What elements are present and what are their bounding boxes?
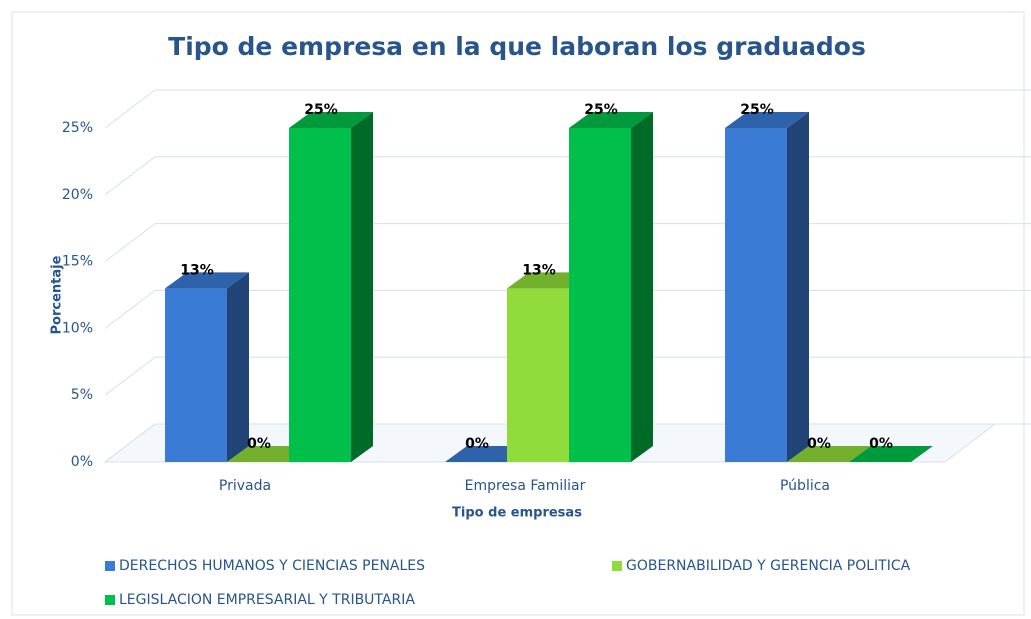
x-tick-label: Pública	[780, 478, 830, 494]
bar-face	[725, 112, 809, 128]
y-tick-label: 10%	[62, 320, 93, 336]
legend-label: LEGISLACION EMPRESARIAL Y TRIBUTARIA	[119, 592, 415, 608]
bar	[787, 446, 871, 462]
legend-swatch	[105, 595, 115, 605]
bar-face	[507, 288, 569, 462]
bar-face	[289, 112, 373, 128]
data-label: 25%	[304, 102, 338, 118]
bar-face	[165, 288, 227, 462]
data-label: 0%	[465, 436, 489, 452]
bar-face	[849, 446, 933, 462]
data-label: 0%	[869, 436, 893, 452]
chart-title: Tipo de empresa en la que laboran los gr…	[168, 32, 866, 61]
x-tick-label: Privada	[219, 478, 271, 494]
x-axis-title: Tipo de empresas	[452, 506, 582, 521]
bar-face	[165, 272, 249, 289]
bar-face	[351, 112, 373, 462]
y-tick-label: 20%	[62, 187, 93, 203]
legend-swatch	[612, 561, 622, 571]
bar-face	[631, 112, 653, 462]
y-axis-title: Porcentaje	[50, 255, 65, 334]
bar	[569, 112, 653, 462]
bar-face	[787, 446, 871, 462]
legend-label: GOBERNABILIDAD Y GERENCIA POLITICA	[626, 558, 911, 574]
legend-swatch	[105, 561, 115, 571]
grid-line	[104, 89, 1031, 129]
y-tick-label: 0%	[71, 454, 93, 470]
legend-label: DERECHOS HUMANOS Y CIENCIAS PENALES	[119, 558, 425, 574]
bar-face	[569, 128, 631, 462]
bar	[289, 112, 373, 462]
bar-face	[787, 112, 809, 462]
bar	[849, 446, 933, 462]
data-label: 25%	[584, 102, 618, 118]
y-tick-label: 25%	[62, 120, 93, 136]
y-tick-label: 15%	[62, 254, 93, 270]
bar	[165, 272, 249, 462]
data-label: 13%	[522, 262, 556, 278]
x-tick-label: Empresa Familiar	[465, 478, 586, 494]
data-label: 13%	[180, 262, 214, 278]
bar-face	[569, 112, 653, 128]
bar-face	[227, 272, 249, 462]
bar-face	[725, 128, 787, 462]
y-tick-label: 5%	[71, 387, 93, 403]
data-label: 25%	[740, 102, 774, 118]
bar	[725, 112, 809, 462]
data-label: 0%	[247, 436, 271, 452]
bar-face	[289, 128, 351, 462]
data-label: 0%	[807, 436, 831, 452]
